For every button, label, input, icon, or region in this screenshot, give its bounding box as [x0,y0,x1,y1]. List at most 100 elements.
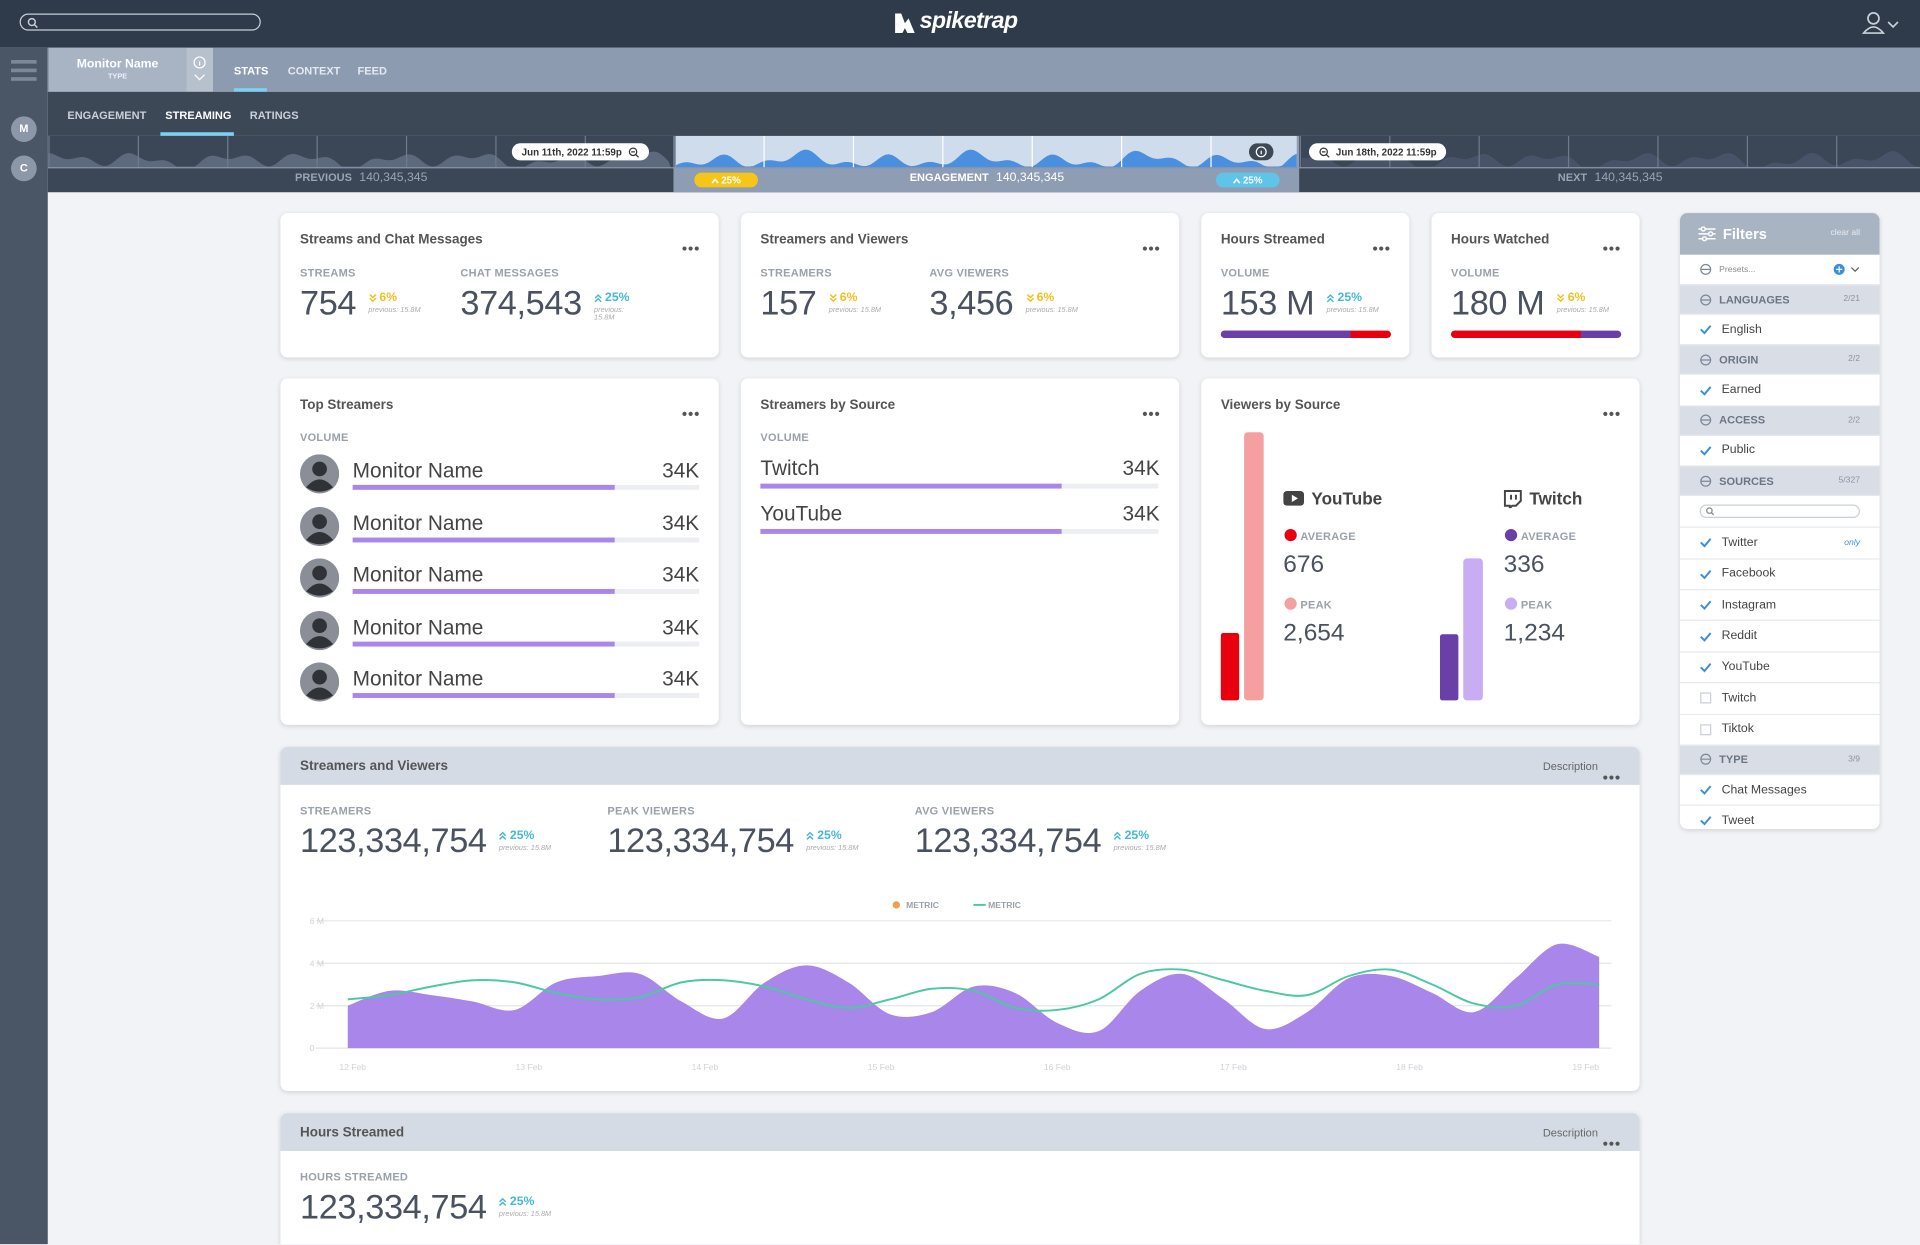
metric-value: 123,334,754 [607,821,794,860]
subtab[interactable]: STREAMING [165,108,232,122]
menu-dots[interactable] [1603,246,1620,251]
presets-row[interactable]: Presets... [1680,255,1880,286]
presets-add[interactable] [1833,263,1862,279]
description-link[interactable]: Description [1542,1126,1598,1139]
subtab[interactable]: ENGAGEMENT [67,108,147,122]
streamers-viewers-chart-card: Streamers and Viewers Description STREAMER… [280,746,1640,1092]
filter-search[interactable] [1699,504,1861,519]
menu-dots[interactable] [1603,775,1620,780]
info-button[interactable] [1248,143,1274,166]
filter-item[interactable]: Reddit [1680,621,1880,653]
progress-bar [1451,330,1622,338]
menu-dots[interactable] [1603,411,1620,416]
date-text: Jun 18th, 2022 11:59p [1335,146,1437,158]
checkbox-checked[interactable] [1700,599,1712,611]
clear-all[interactable]: clear all [1830,228,1861,238]
avatar[interactable]: M [11,116,37,143]
tab[interactable]: FEED [357,64,387,78]
metric-value: 157 [760,284,817,323]
monitor-box[interactable]: Monitor Name TYPE [48,47,187,92]
filter-item[interactable]: Public [1680,436,1880,467]
streamer-name: Monitor Name [352,459,484,483]
add-preset[interactable] [1833,263,1862,275]
menu-dots[interactable] [682,246,699,251]
card-menu[interactable] [1603,1130,1620,1152]
card-title: Viewers by Source [1220,397,1341,413]
y-tick-label: 2 M [310,1001,324,1011]
section-name: SOURCES [1719,474,1774,487]
brand: spiketrap [919,8,1019,35]
person-avatar [300,558,340,598]
search-icon [27,17,38,29]
checkbox[interactable] [1700,692,1712,704]
filter-label: Public [1721,443,1756,458]
user-menu[interactable] [1861,11,1903,35]
checkbox-checked[interactable] [1700,661,1712,673]
card-menu[interactable] [1603,764,1620,786]
tab-underline [233,88,267,92]
filter-item[interactable]: Chat Messages [1680,775,1880,807]
filter-item[interactable]: Instagram [1680,590,1880,622]
checkbox-checked[interactable] [1700,323,1712,335]
card-menu[interactable] [1142,400,1160,422]
metric: STREAMS 754 6% previous: 15.8M [300,267,460,323]
change-pill-text: 25% [721,174,741,186]
x-tick-label: 14 Feb [692,1062,719,1072]
search-box[interactable] [19,13,261,31]
subtab[interactable]: RATINGS [249,108,299,122]
menu-dots[interactable] [1142,411,1160,416]
date-pill[interactable]: Jun 11th, 2022 11:59p [511,143,649,161]
monitor-toggle[interactable] [186,47,214,92]
card-menu[interactable] [1373,235,1390,257]
filter-item[interactable]: YouTube [1680,652,1880,684]
checkbox[interactable] [1700,723,1712,735]
checkbox-checked[interactable] [1700,444,1712,456]
description-link[interactable]: Description [1542,760,1598,773]
menu-dots[interactable] [1603,1141,1620,1146]
filter-search-row [1680,496,1880,528]
change-text: 25% [817,828,842,843]
filter-item[interactable]: Twitch [1680,683,1880,715]
checkbox-checked[interactable] [1700,384,1712,396]
checkbox-checked[interactable] [1700,784,1712,796]
filter-item[interactable]: English [1680,315,1880,346]
subtab-underline [160,132,234,136]
metric-row: HOURS STREAMED 123,334,754 25% previous: 15… [300,1171,607,1227]
metric: STREAMERS 157 6% previous: 15.8M [760,267,929,323]
section-name: LANGUAGES [1719,293,1790,306]
change-text: 6% [1036,291,1055,305]
card-menu[interactable] [1142,235,1160,257]
source-label: Twitch [1503,489,1582,508]
checkbox-checked[interactable] [1700,630,1712,642]
change-percent: 25% [1114,829,1166,842]
streamer-value: 34K [662,615,700,639]
tab[interactable]: CONTEXT [287,64,341,78]
menu-dots[interactable] [1373,246,1390,251]
tab[interactable]: STATS [233,64,269,78]
filter-item[interactable]: Tiktok [1680,715,1880,746]
menu-dots[interactable] [1142,246,1160,251]
filter-item[interactable]: Facebook [1680,559,1880,591]
streamer-value: 34K [662,511,700,535]
hamburger[interactable] [11,60,37,82]
change-text: 25% [1124,828,1150,843]
checkbox-checked[interactable] [1700,568,1712,580]
avatar[interactable]: C [11,155,37,182]
card-title: Top Streamers [300,397,394,413]
arrow-up [806,831,815,840]
card-menu[interactable] [1603,400,1620,422]
filter-item[interactable]: Earned [1680,375,1880,407]
filter-item[interactable]: Twitter only [1680,528,1880,560]
section-icon [1700,754,1712,766]
checkbox-checked[interactable] [1700,537,1712,549]
menu-dots[interactable] [682,411,699,416]
metric-label: VOLUME [1220,266,1270,280]
filter-item[interactable]: Tweet [1680,806,1880,829]
card-menu[interactable] [1603,235,1620,257]
card-menu[interactable] [682,400,699,422]
metric-value: 180 M [1451,284,1545,323]
info-icon [1248,143,1274,161]
card-menu[interactable] [682,235,699,257]
date-pill[interactable]: Jun 18th, 2022 11:59p [1308,143,1447,161]
checkbox-checked[interactable] [1700,815,1712,827]
